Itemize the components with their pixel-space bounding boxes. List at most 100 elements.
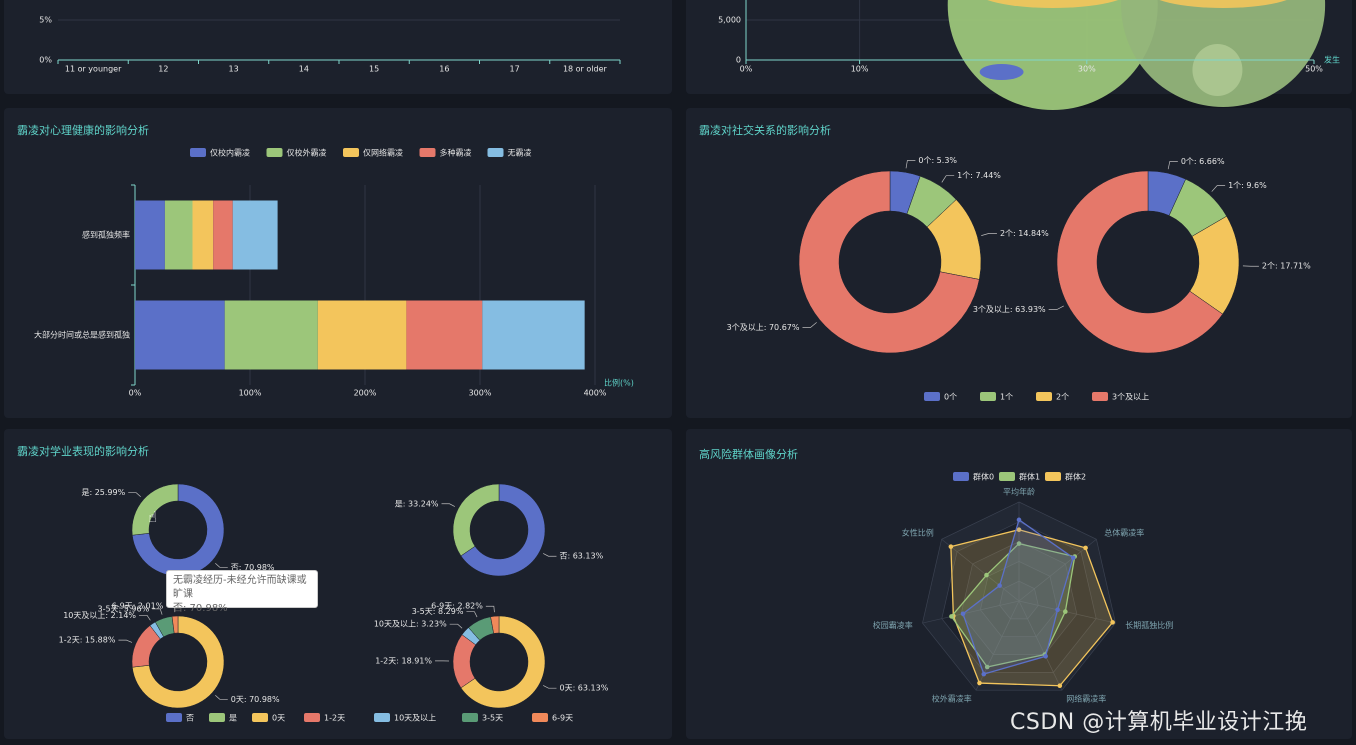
social-legend-swatch [1036,392,1052,401]
academic-legend-swatch [374,713,390,722]
radar-point [1063,609,1068,614]
bubble-y-tick: 0 [736,56,741,65]
social-pie2-leader-line [1048,305,1064,310]
watermark-text: CSDN @计算机毕业设计江挽 [1010,710,1308,735]
social-legend-swatch [1092,392,1108,401]
mental-x-tick-label: 0% [129,389,142,398]
radar-point [960,611,966,617]
age-x-tick-label: 14 [299,65,309,74]
academic-legend-label: 是 [229,714,237,723]
bubble-highlight [1159,0,1287,8]
radar-point [997,583,1002,588]
academic-pie3-slice-label: 1-2天: 15.88% [59,636,116,645]
academic-legend-swatch [166,713,182,722]
age-y-tick: 0% [39,56,52,65]
age-panel [4,0,672,94]
social-legend-swatch [980,392,996,401]
academic-legend-swatch [462,713,478,722]
academic-pie3-leader-line [215,695,228,700]
social-legend-label: 2个 [1056,393,1069,402]
mental-category-label: 感到孤独频率 [82,230,130,240]
academic-legend-label: 1-2天 [324,714,345,723]
bubble-x-tick-label: 50% [1305,65,1323,74]
radar-legend-label: 群体0 [973,472,994,482]
bubble-y-tick: 5,000 [718,16,741,25]
bubble-x-tick-label: 0% [740,65,753,74]
radar-legend-swatch [1045,472,1061,481]
mental-x-axis-name: 比例(%) [604,378,634,388]
academic-title: 霸凌对学业表现的影响分析 [17,445,149,458]
hand-cursor-icon: ☝ [148,508,157,526]
radar-point [1016,527,1022,533]
social-pie1-slice [798,170,980,354]
academic-legend-label: 0天 [272,714,285,723]
radar-point [1043,654,1048,659]
social-panel: 霸凌对社交关系的影响分析 [686,108,1352,418]
age-x-tick-label: 11 or younger [65,65,122,74]
radar-area-群体0 [962,518,1074,675]
bubble-x-tick-label: 10% [851,65,869,74]
radar-indicator-label: 平均年龄 [1003,487,1035,497]
pie-tooltip: 无霸凌经历-未经允许而缺课或旷课 否: 70.98% [166,570,318,614]
academic-pie1-leader-line [215,563,228,568]
social-pie2-leader-line [1211,185,1226,192]
social-pie2-slice-label: 3个及以上: 63.93% [973,305,1046,314]
social-pie1-slice-label: 2个: 14.84% [1000,229,1049,238]
academic-pie2-slice-label: 否: 63.13% [559,552,603,561]
radar-title: 高风险群体画像分析 [699,448,798,461]
mental-bar-仅校内霸凌 [135,200,165,270]
academic-pie1-slice [131,483,179,536]
academic-pie3-slice [171,615,179,634]
academic-pie2-leader-line [441,503,455,507]
bubble-x-tick-label: 30% [1078,65,1096,74]
academic-pie4-slice [490,615,500,634]
radar-indicator-label: 长期孤独比例 [1125,620,1173,630]
radar-spoke [1018,539,1097,602]
academic-pie4-leader-line [543,685,557,689]
academic-pie3-slice-label: 0天: 70.98% [231,695,280,704]
mental-legend-label: 多种霸凌 [440,148,472,158]
radar-point [981,671,987,677]
radar-point [1057,683,1063,689]
mental-bar-无霸凌 [232,200,278,270]
age-x-tick-label: 12 [158,65,168,74]
academic-legend-swatch [532,713,548,722]
mental-legend-label: 无霸凌 [508,148,532,158]
academic-pie1-slice-label: 否: 70.98% [231,563,275,572]
social-pie2-slice-label: 0个: 6.66% [1181,157,1225,166]
social-pie1-leader-line [941,175,955,183]
social-pie1-slice-label: 0个: 5.3% [918,156,957,165]
mental-bar-仅网络霸凌 [192,200,214,270]
age-x-tick-label: 16 [439,65,449,74]
academic-pie2-leader-line [543,553,557,557]
academic-pie4-slice-label: 3-5天: 8.29% [412,607,464,616]
academic-pie3-slice [132,615,225,709]
age-x-tick-label: 18 or older [563,65,608,74]
mental-legend-label: 仅校外霸凌 [287,148,327,158]
academic-pie4-slice-label: 10天及以上: 3.23% [374,620,447,629]
age-y-tick: 5% [39,16,52,25]
academic-pie1-slice [132,483,225,577]
academic-legend-swatch [252,713,268,722]
academic-legend-swatch [304,713,320,722]
bubble-x-axis-name: 发生 [1324,55,1340,65]
radar-indicator-label: 网络霸凌率 [1066,694,1106,704]
radar-point [1055,607,1060,613]
radar-legend-swatch [953,472,969,481]
mental-legend-label: 仅网络霸凌 [363,148,403,158]
academic-pie4-leader-line [485,605,495,613]
bubble-bubble-a [947,0,1158,110]
bubble-small [979,64,1024,80]
age-x-tick-label: 17 [510,65,520,74]
social-pie1-leader-line [981,233,997,236]
mental-bar-仅校外霸凌 [224,300,318,370]
academic-pie3-leader-line [152,608,163,615]
academic-pie3-slice-label: 10天及以上: 2.14% [63,611,136,620]
radar-point [1016,517,1022,523]
social-pie1-leader-line [905,160,916,169]
tooltip-line1: 无霸凌经历-未经允许而缺课或旷课 [173,575,307,600]
radar-point [949,614,954,619]
academic-pie2-slice [460,483,546,577]
social-legend-label: 3个及以上 [1112,393,1149,402]
academic-pie3-leader-line [118,639,133,643]
